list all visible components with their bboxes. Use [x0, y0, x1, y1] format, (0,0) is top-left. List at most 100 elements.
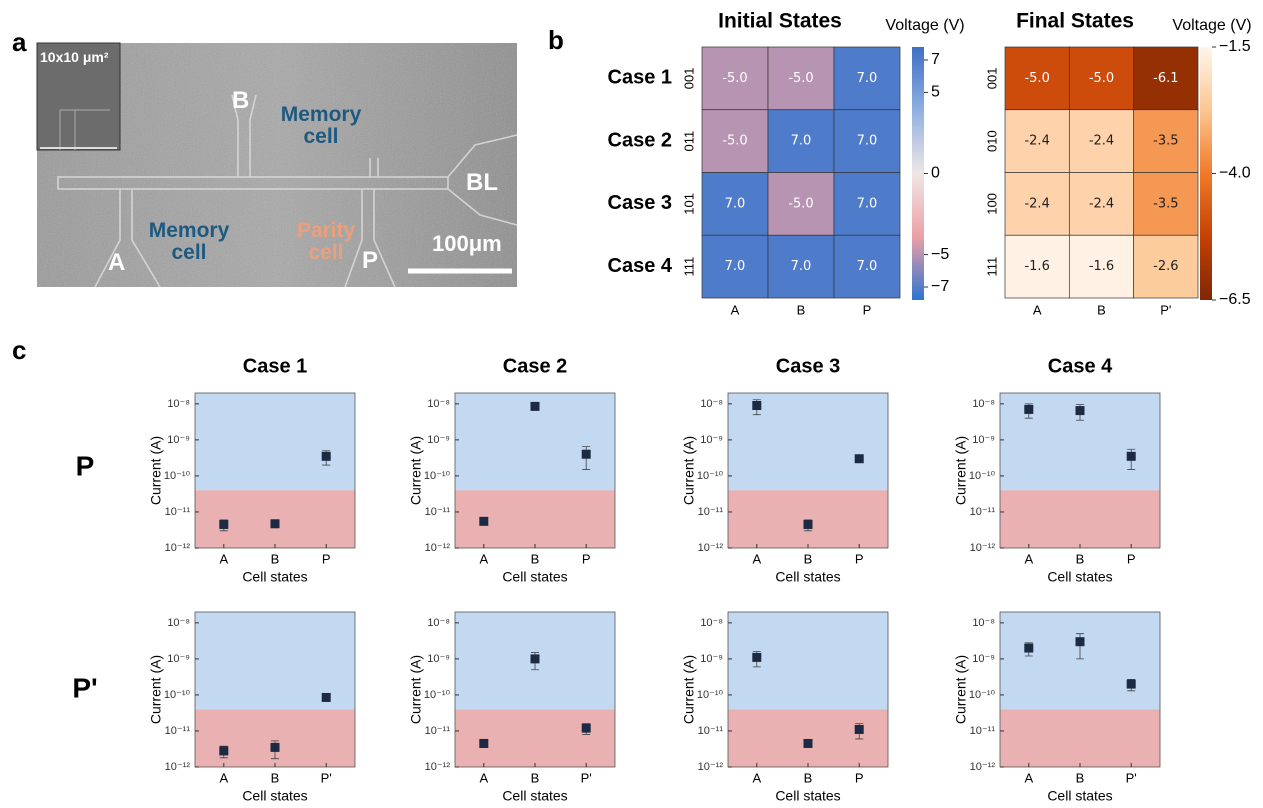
heatmap-cell	[1133, 172, 1199, 236]
cell-label: -5.0	[788, 196, 813, 211]
panel-label: a	[12, 27, 27, 57]
chart-title: Case 2	[503, 355, 568, 377]
row-label: 010	[984, 130, 999, 152]
cell-label: -3.5	[1153, 196, 1178, 211]
row-label: 001	[984, 68, 999, 90]
x-tick-label: A	[479, 551, 488, 566]
y-axis-label: Current (A)	[953, 436, 969, 505]
marker	[1024, 404, 1034, 414]
low-band	[455, 490, 615, 548]
heatmap-cell	[1068, 234, 1135, 299]
marker	[752, 400, 762, 410]
y-axis-label: Current (A)	[148, 436, 164, 505]
row-label: 101	[681, 193, 696, 215]
x-tick-label: A	[752, 770, 761, 785]
x-axis-label: Cell states	[502, 569, 567, 585]
row-label: 100	[984, 193, 999, 215]
y-tick-label: 10⁻¹²	[970, 542, 996, 554]
x-tick-label: B	[804, 551, 813, 566]
y-tick-label: 10⁻¹²	[970, 761, 996, 773]
colorbar-tick-label: 7	[931, 51, 940, 68]
cell-label: -1.6	[1089, 259, 1114, 274]
low-band	[1000, 709, 1160, 767]
y-tick-label: 10⁻⁹	[972, 653, 995, 665]
y-axis-label: Current (A)	[953, 655, 969, 724]
chart-title: Case 4	[1048, 355, 1113, 377]
cell-label: -5.0	[722, 71, 747, 86]
y-tick-label: 10⁻¹⁰	[164, 689, 191, 701]
x-axis-label: Cell states	[502, 788, 567, 804]
y-tick-label: 10⁻¹¹	[970, 725, 996, 737]
cell-label: -2.4	[1024, 196, 1049, 211]
x-tick-label: P	[855, 551, 864, 566]
x-tick-label: B	[531, 551, 540, 566]
high-band	[728, 393, 888, 491]
y-tick-label: 10⁻¹¹	[165, 506, 191, 518]
y-tick-label: 10⁻⁸	[972, 398, 995, 410]
colorbar-tick-label: −6.5	[1219, 291, 1251, 308]
y-tick-label: 10⁻¹¹	[425, 725, 451, 737]
colorbar	[1200, 47, 1212, 300]
x-axis-label: Cell states	[775, 788, 840, 804]
heatmap-cell	[767, 234, 835, 299]
marker	[530, 654, 540, 664]
x-tick-label: A	[1024, 770, 1033, 785]
y-tick-label: 10⁻⁸	[427, 617, 450, 629]
terminal-label: P	[362, 247, 379, 274]
y-tick-label: 10⁻¹⁰	[969, 689, 996, 701]
y-tick-label: 10⁻¹²	[165, 542, 191, 554]
y-tick-label: 10⁻⁹	[700, 434, 723, 446]
marker	[530, 401, 540, 411]
marker	[581, 449, 591, 459]
x-axis-label: Cell states	[242, 569, 307, 585]
row-title: Case 4	[608, 255, 673, 277]
y-tick-label: 10⁻⁹	[167, 653, 190, 665]
heatmap-cell	[1133, 109, 1199, 173]
marker	[321, 451, 331, 461]
row-title: Case 2	[608, 129, 673, 151]
heatmap-cell	[767, 109, 835, 173]
cell-label: 7.0	[791, 134, 812, 149]
marker	[219, 746, 229, 756]
y-tick-label: 10⁻⁸	[167, 398, 190, 410]
cell-label: 7.0	[857, 71, 878, 86]
x-axis-label: Cell states	[1047, 788, 1112, 804]
x-tick-label: P'	[321, 770, 332, 785]
marker	[479, 738, 489, 748]
y-tick-label: 10⁻⁹	[972, 434, 995, 446]
y-tick-label: 10⁻⁸	[700, 617, 723, 629]
x-tick-label: P	[322, 551, 331, 566]
heatmap-cell	[701, 109, 769, 173]
marker	[854, 724, 864, 734]
cell-label: -2.4	[1089, 134, 1114, 149]
marker	[1126, 679, 1136, 689]
marker	[1126, 451, 1136, 461]
y-tick-label: 10⁻⁹	[167, 434, 190, 446]
cell-label: 7.0	[725, 259, 746, 274]
column-label: B	[797, 302, 806, 317]
x-tick-label: A	[1024, 551, 1033, 566]
column-label: A	[1033, 302, 1042, 317]
y-tick-label: 10⁻¹¹	[698, 506, 724, 518]
heatmap-cell	[833, 234, 901, 299]
terminal-label: A	[108, 249, 126, 276]
marker	[270, 519, 280, 529]
terminal-label: B	[232, 87, 250, 114]
electrodes	[57, 94, 518, 288]
cell-label: 7.0	[791, 259, 812, 274]
x-tick-label: P	[582, 551, 591, 566]
y-tick-label: 10⁻⁸	[700, 398, 723, 410]
y-tick-label: 10⁻¹¹	[425, 506, 451, 518]
heatmap-cell	[701, 46, 769, 111]
y-tick-label: 10⁻⁸	[972, 617, 995, 629]
x-axis-label: Cell states	[775, 569, 840, 585]
cell-label: -2.6	[1153, 259, 1178, 274]
marker	[219, 519, 229, 529]
heatmap-cell	[1068, 46, 1135, 111]
heatmap-cell	[1004, 46, 1070, 111]
colorbar-tick-label: −7	[931, 278, 949, 295]
row-title: Case 1	[608, 67, 673, 89]
y-tick-label: 10⁻¹⁰	[697, 689, 724, 701]
colorbar-tick-label: −5	[931, 246, 949, 263]
